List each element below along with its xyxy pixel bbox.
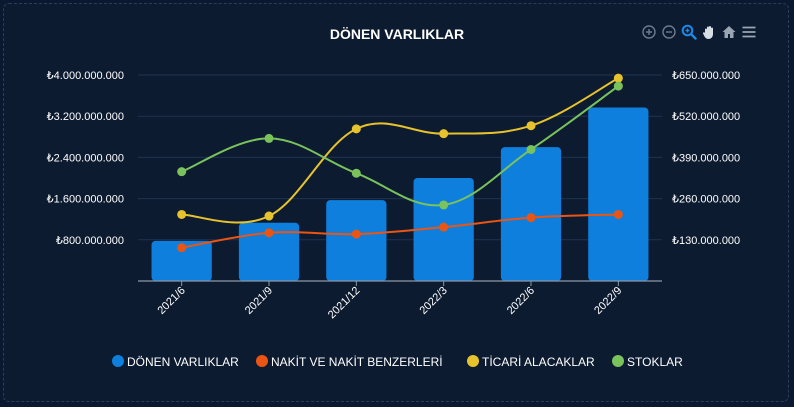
left-axis-tick-label: ₺2.400.000.000: [47, 152, 124, 164]
line-series: [177, 73, 623, 253]
legend-label: NAKİT VE NAKİT BENZERLERİ: [271, 355, 443, 369]
left-axis-tick-label: ₺3.200.000.000: [47, 111, 124, 123]
data-point: [526, 121, 536, 131]
left-axis-tick-label: ₺1.600.000.000: [47, 194, 124, 206]
data-point: [351, 124, 361, 134]
left-axis-tick-label: ₺800.000.000: [56, 235, 124, 247]
data-point: [177, 243, 187, 253]
menu-icon[interactable]: [740, 22, 758, 42]
zoom-out-icon[interactable]: [660, 22, 678, 42]
x-axis-tick-label: 2022/9: [592, 285, 624, 317]
legend-label: DÖNEN VARLIKLAR: [127, 355, 239, 369]
pan-icon[interactable]: [700, 22, 718, 42]
x-axis-tick-label: 2021/12: [326, 285, 363, 322]
series-line: [181, 85, 619, 207]
right-axis-tick-label: ₺520.000.000: [672, 111, 740, 123]
chart-title: DÖNEN VARLIKLAR: [330, 26, 464, 42]
x-axis-tick-label: 2021/6: [156, 285, 188, 317]
data-point: [439, 222, 449, 232]
data-point: [177, 209, 187, 219]
data-point: [264, 228, 274, 238]
data-point: [439, 200, 449, 210]
data-point: [526, 144, 536, 154]
legend-marker: [256, 355, 268, 367]
chart-toolbar: [640, 22, 758, 42]
legend: DÖNEN VARLIKLAR NAKİT VE NAKİT BENZERLERİ…: [112, 355, 683, 369]
data-point: [439, 129, 449, 139]
data-point: [264, 211, 274, 221]
bar: [238, 222, 300, 281]
legend-label: STOKLAR: [627, 355, 683, 369]
data-point: [526, 213, 536, 223]
series-line: [181, 213, 619, 249]
data-point: [177, 167, 187, 177]
right-axis-tick-label: ₺650.000.000: [672, 70, 740, 82]
left-axis-tick-label: ₺4.000.000.000: [47, 70, 124, 82]
legend-marker: [112, 355, 124, 367]
data-point: [613, 73, 623, 83]
selection-zoom-icon[interactable]: [680, 22, 698, 42]
reset-home-icon[interactable]: [720, 22, 738, 42]
zoom-in-icon[interactable]: [640, 22, 658, 42]
x-axis-tick-label: 2022/3: [418, 285, 450, 317]
legend-label: TİCARİ ALACAKLAR: [482, 355, 595, 369]
legend-marker: [467, 355, 479, 367]
bar: [151, 240, 212, 281]
right-axis-tick-label: ₺390.000.000: [672, 152, 740, 164]
data-point: [264, 133, 274, 143]
data-point: [613, 209, 623, 219]
right-axis-tick-label: ₺260.000.000: [672, 194, 740, 206]
bar-series: [151, 107, 649, 281]
right-axis-tick-label: ₺130.000.000: [672, 235, 740, 247]
chart-card: [3, 3, 789, 402]
data-point: [351, 168, 361, 178]
x-axis-tick-label: 2022/6: [505, 285, 537, 317]
legend-marker: [612, 355, 624, 367]
x-axis-tick-label: 2021/9: [243, 285, 275, 317]
data-point: [351, 229, 361, 239]
bar: [588, 107, 649, 281]
data-point: [613, 81, 623, 91]
bar: [326, 200, 387, 281]
series-line: [181, 77, 619, 224]
